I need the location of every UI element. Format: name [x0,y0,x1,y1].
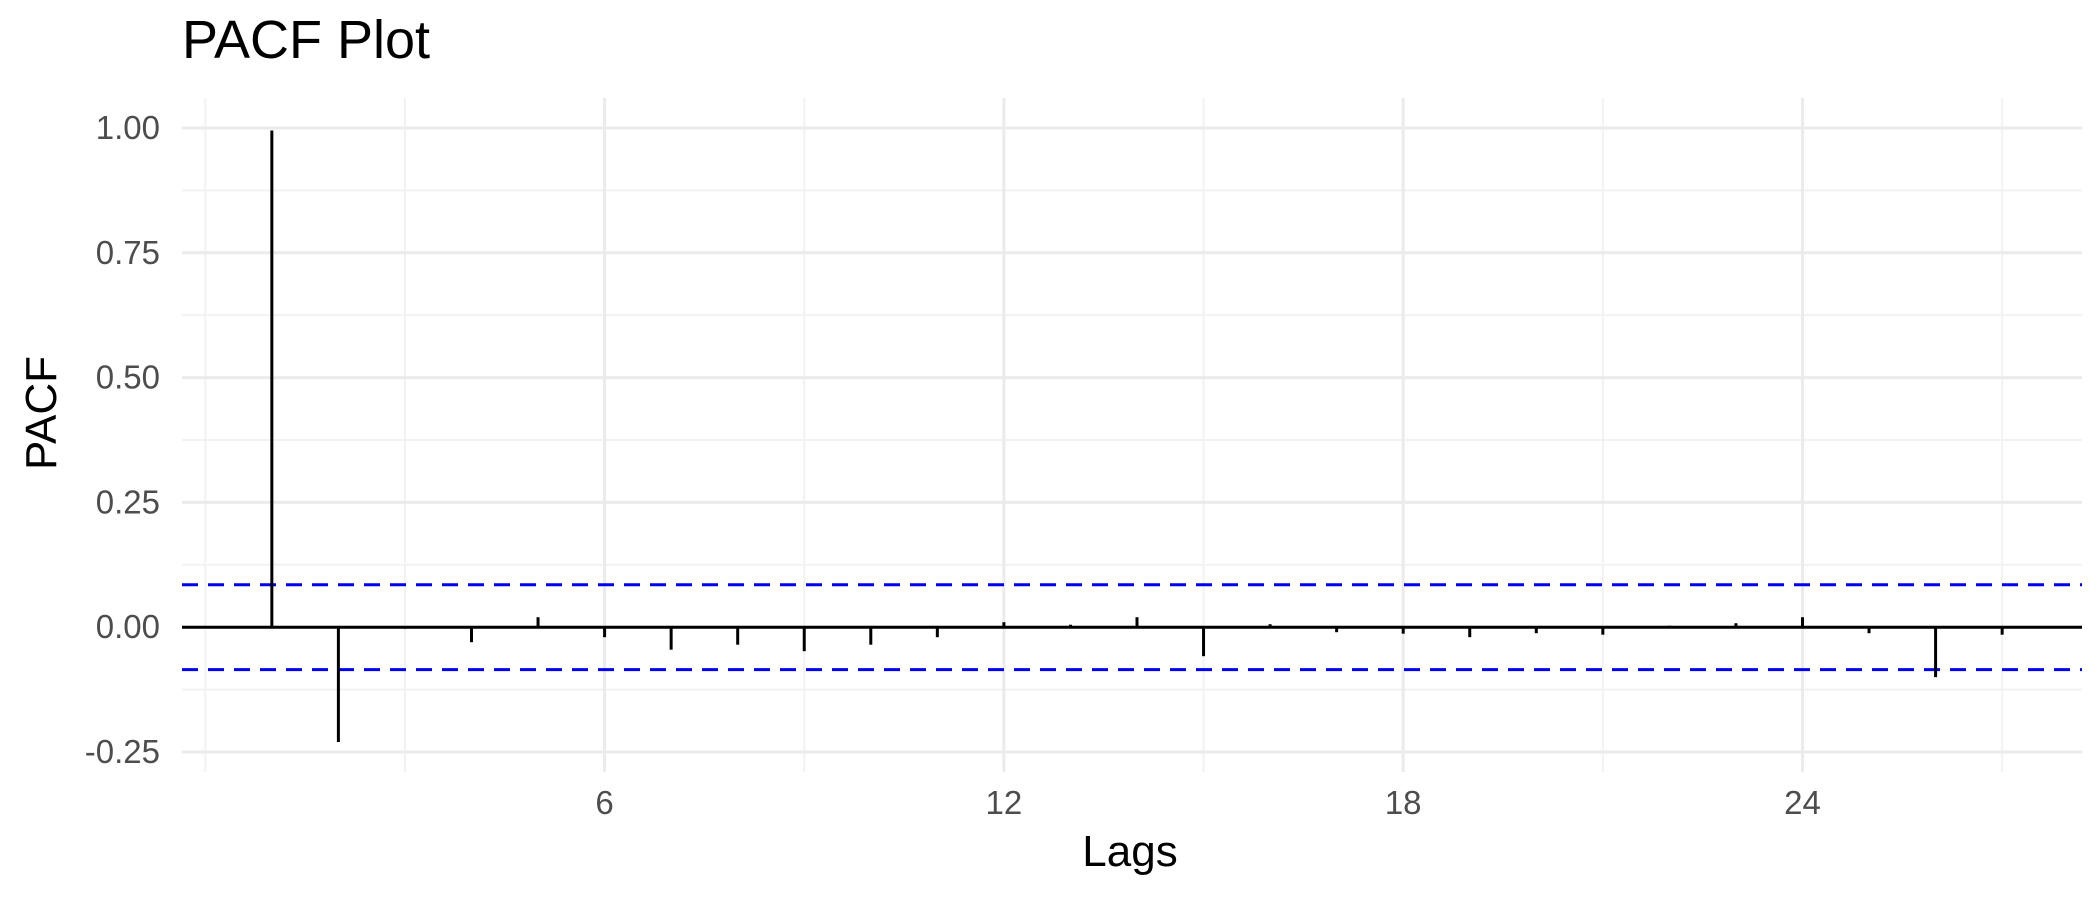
y-tick-label: -0.25 [85,733,160,770]
y-tick-label: 1.00 [96,109,160,146]
x-axis-title: Lags [1082,827,1177,876]
y-axis-title: PACF [17,356,66,470]
x-tick-label: 6 [595,784,613,821]
major-grid [182,98,2082,772]
y-axis-ticks: 1.00 0.75 0.50 0.25 0.00 -0.25 [85,109,160,770]
x-tick-label: 18 [1385,784,1422,821]
x-axis-ticks: 6 12 18 24 [595,784,1820,821]
minor-grid [182,98,2082,772]
x-tick-label: 24 [1784,784,1821,821]
confidence-bounds [182,583,2082,672]
y-tick-label: 0.75 [96,234,160,271]
y-tick-label: 0.00 [96,608,160,645]
y-tick-label: 0.25 [96,483,160,520]
pacf-bars [270,130,2004,743]
y-tick-label: 0.50 [96,359,160,396]
chart-title: PACF Plot [182,10,430,70]
x-tick-label: 12 [986,784,1023,821]
